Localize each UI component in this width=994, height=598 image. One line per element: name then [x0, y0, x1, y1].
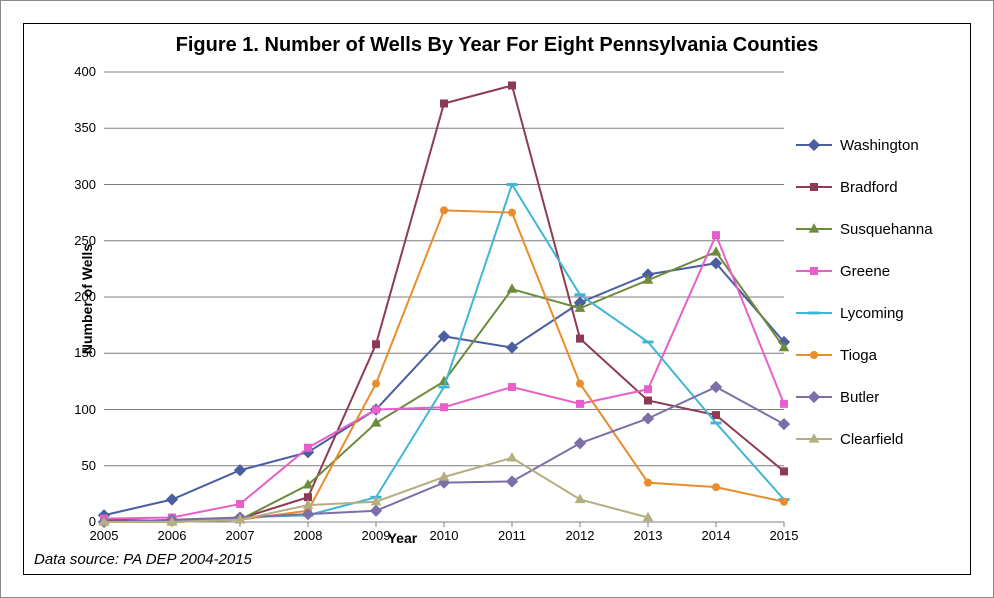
x-tick-label: 2007 — [220, 528, 260, 543]
legend-label: Lycoming — [840, 305, 904, 322]
legend-item: Susquehanna — [796, 208, 956, 250]
legend-item: Greene — [796, 250, 956, 292]
x-tick-label: 2010 — [424, 528, 464, 543]
x-tick-label: 2005 — [84, 528, 124, 543]
legend-label: Tioga — [840, 347, 877, 364]
legend-swatch — [796, 135, 832, 155]
x-tick-label: 2013 — [628, 528, 668, 543]
x-tick-label: 2015 — [764, 528, 804, 543]
data-source-note: Data source: PA DEP 2004-2015 — [34, 551, 252, 568]
x-tick-label: 2009 — [356, 528, 396, 543]
x-tick-label: 2006 — [152, 528, 192, 543]
plot-area — [104, 72, 784, 522]
chart-title: Figure 1. Number of Wells By Year For Ei… — [24, 34, 970, 57]
y-tick-label: 150 — [60, 345, 96, 360]
x-tick-label: 2011 — [492, 528, 532, 543]
legend-swatch — [796, 303, 832, 323]
legend-swatch — [796, 219, 832, 239]
y-tick-label: 200 — [60, 289, 96, 304]
legend-label: Bradford — [840, 179, 898, 196]
legend-label: Butler — [840, 389, 879, 406]
legend-swatch — [796, 177, 832, 197]
x-tick-label: 2008 — [288, 528, 328, 543]
y-tick-label: 100 — [60, 402, 96, 417]
legend: Washington Bradford Susquehanna Greene Lycom… — [796, 124, 956, 460]
legend-swatch — [796, 387, 832, 407]
y-tick-label: 350 — [60, 120, 96, 135]
legend-item: Bradford — [796, 166, 956, 208]
legend-item: Washington — [796, 124, 956, 166]
y-tick-label: 300 — [60, 177, 96, 192]
legend-swatch — [796, 429, 832, 449]
legend-item: Lycoming — [796, 292, 956, 334]
legend-swatch — [796, 345, 832, 365]
legend-label: Washington — [840, 137, 919, 154]
legend-item: Clearfield — [796, 418, 956, 460]
y-tick-label: 50 — [60, 458, 96, 473]
x-tick-label: 2014 — [696, 528, 736, 543]
legend-label: Susquehanna — [840, 221, 933, 238]
legend-item: Tioga — [796, 334, 956, 376]
chart-container: Figure 1. Number of Wells By Year For Ei… — [0, 0, 994, 598]
x-tick-label: 2012 — [560, 528, 600, 543]
legend-swatch — [796, 261, 832, 281]
legend-label: Greene — [840, 263, 890, 280]
legend-label: Clearfield — [840, 431, 903, 448]
legend-item: Butler — [796, 376, 956, 418]
chart-frame: Figure 1. Number of Wells By Year For Ei… — [23, 23, 971, 575]
y-tick-label: 250 — [60, 233, 96, 248]
y-tick-label: 0 — [60, 514, 96, 529]
y-tick-label: 400 — [60, 64, 96, 79]
